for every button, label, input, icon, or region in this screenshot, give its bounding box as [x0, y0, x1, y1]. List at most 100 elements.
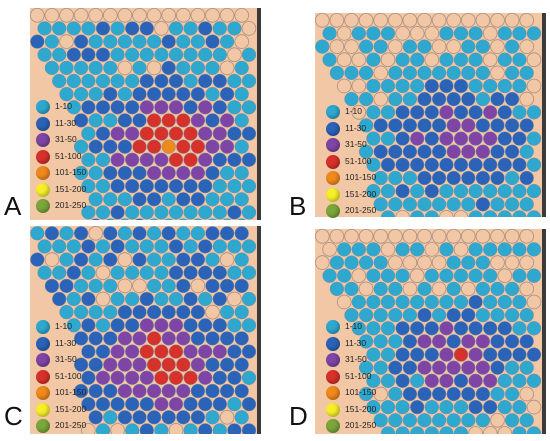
legend-swatch [326, 187, 340, 202]
sensor-circle [453, 373, 469, 388]
sensor-circle [461, 118, 476, 133]
sensor-circle [395, 26, 410, 41]
sensor-circle [132, 139, 147, 154]
sensor-circle [205, 60, 220, 76]
sensor-circle [497, 294, 512, 310]
sensor-circle [380, 321, 396, 336]
sensor-circle [103, 383, 118, 399]
sensor-circle [241, 265, 257, 280]
sensor-circle [234, 192, 249, 207]
sensor-circle [446, 255, 461, 270]
sensor-circle [176, 410, 191, 425]
sensor-circle [161, 357, 176, 372]
sensor-circle [490, 307, 505, 323]
sensor-circle [73, 8, 89, 23]
legend-label: 51-100 [55, 370, 82, 381]
sensor-circle [125, 239, 140, 254]
sensor-circle [161, 113, 176, 128]
sensor-circle [439, 321, 454, 336]
sensor-circle [512, 210, 527, 217]
sensor-circle [446, 307, 461, 323]
sensor-circle [329, 281, 345, 297]
sensor-circle [519, 229, 535, 244]
sensor-circle [103, 278, 118, 294]
sensor-circle [66, 47, 81, 62]
sensor-circle [103, 357, 118, 372]
sensor-circle [329, 229, 345, 244]
sensor-circle [526, 268, 542, 283]
legend-label: 151-200 [345, 403, 377, 414]
sensor-circle [168, 100, 184, 115]
legend-item: 51-100 [326, 154, 406, 171]
sensor-circle [424, 210, 439, 217]
sensor-circle [410, 52, 425, 67]
sensor-circle [110, 126, 125, 141]
sensor-circle [439, 52, 454, 67]
sensor-circle [183, 205, 198, 220]
sensor-circle [446, 281, 461, 297]
sensor-circle [417, 197, 432, 212]
sensor-circle [402, 229, 418, 244]
sensor-circle [205, 410, 220, 425]
legend-item: 151-200 [326, 402, 406, 419]
sensor-circle [366, 399, 381, 415]
sensor-circle [241, 370, 257, 385]
sensor-circle [227, 178, 242, 194]
legend-label: 51-100 [345, 370, 372, 381]
legend-swatch [36, 369, 50, 384]
panel-letter-b: B [289, 191, 307, 221]
legend-swatch [36, 166, 50, 180]
legend-item: 151-200 [36, 402, 116, 419]
sensor-circle [475, 413, 491, 428]
sensor-circle [439, 294, 454, 310]
sensor-circle [73, 113, 89, 128]
sensor-circle [205, 165, 220, 181]
sensor-circle [526, 52, 542, 67]
sensor-circle [373, 386, 388, 402]
sensor-circle [402, 386, 418, 402]
sensor-circle [183, 21, 198, 36]
sensor-circle [402, 91, 418, 107]
sensor-circle [351, 321, 366, 336]
legend-swatch [326, 369, 340, 384]
sensor-circle [117, 34, 133, 49]
sensor-circle [388, 65, 403, 81]
sensor-circle [88, 60, 103, 76]
sensor-circle [81, 21, 96, 36]
sensor-circle [234, 139, 249, 154]
sensor-circle [37, 265, 52, 280]
sensor-circle [512, 78, 527, 94]
sensor-circle [168, 265, 184, 280]
sensor-circle [373, 334, 388, 349]
sensor-circle [205, 139, 220, 154]
sensor-circle [424, 78, 439, 94]
legend-item: 151-200 [36, 182, 116, 199]
legend-label: 1-10 [55, 321, 73, 331]
sensor-circle [497, 131, 512, 146]
legend-swatch [36, 100, 50, 114]
sensor-circle [388, 255, 403, 270]
sensor-circle [161, 139, 176, 154]
sensor-circle [234, 226, 249, 241]
sensor-circle [95, 318, 111, 333]
sensor-circle [219, 113, 235, 128]
sensor-circle [117, 383, 133, 399]
sensor-circle [95, 100, 111, 115]
sensor-circle [117, 86, 133, 102]
panel-b [315, 13, 547, 217]
sensor-circle [52, 265, 67, 280]
sensor-circle [526, 157, 542, 172]
sensor-circle [103, 410, 118, 425]
sensor-circle [190, 165, 206, 181]
sensor-circle [168, 126, 184, 141]
sensor-circle [234, 304, 249, 320]
sensor-circle [30, 34, 45, 49]
sensor-circle [198, 152, 213, 167]
sensor-circle [512, 373, 527, 388]
sensor-circle [154, 21, 169, 36]
sensor-circle [212, 370, 227, 385]
sensor-circle [417, 13, 432, 28]
panel-a-grid [30, 8, 261, 220]
sensor-circle [168, 73, 184, 89]
sensor-circle [205, 331, 220, 346]
